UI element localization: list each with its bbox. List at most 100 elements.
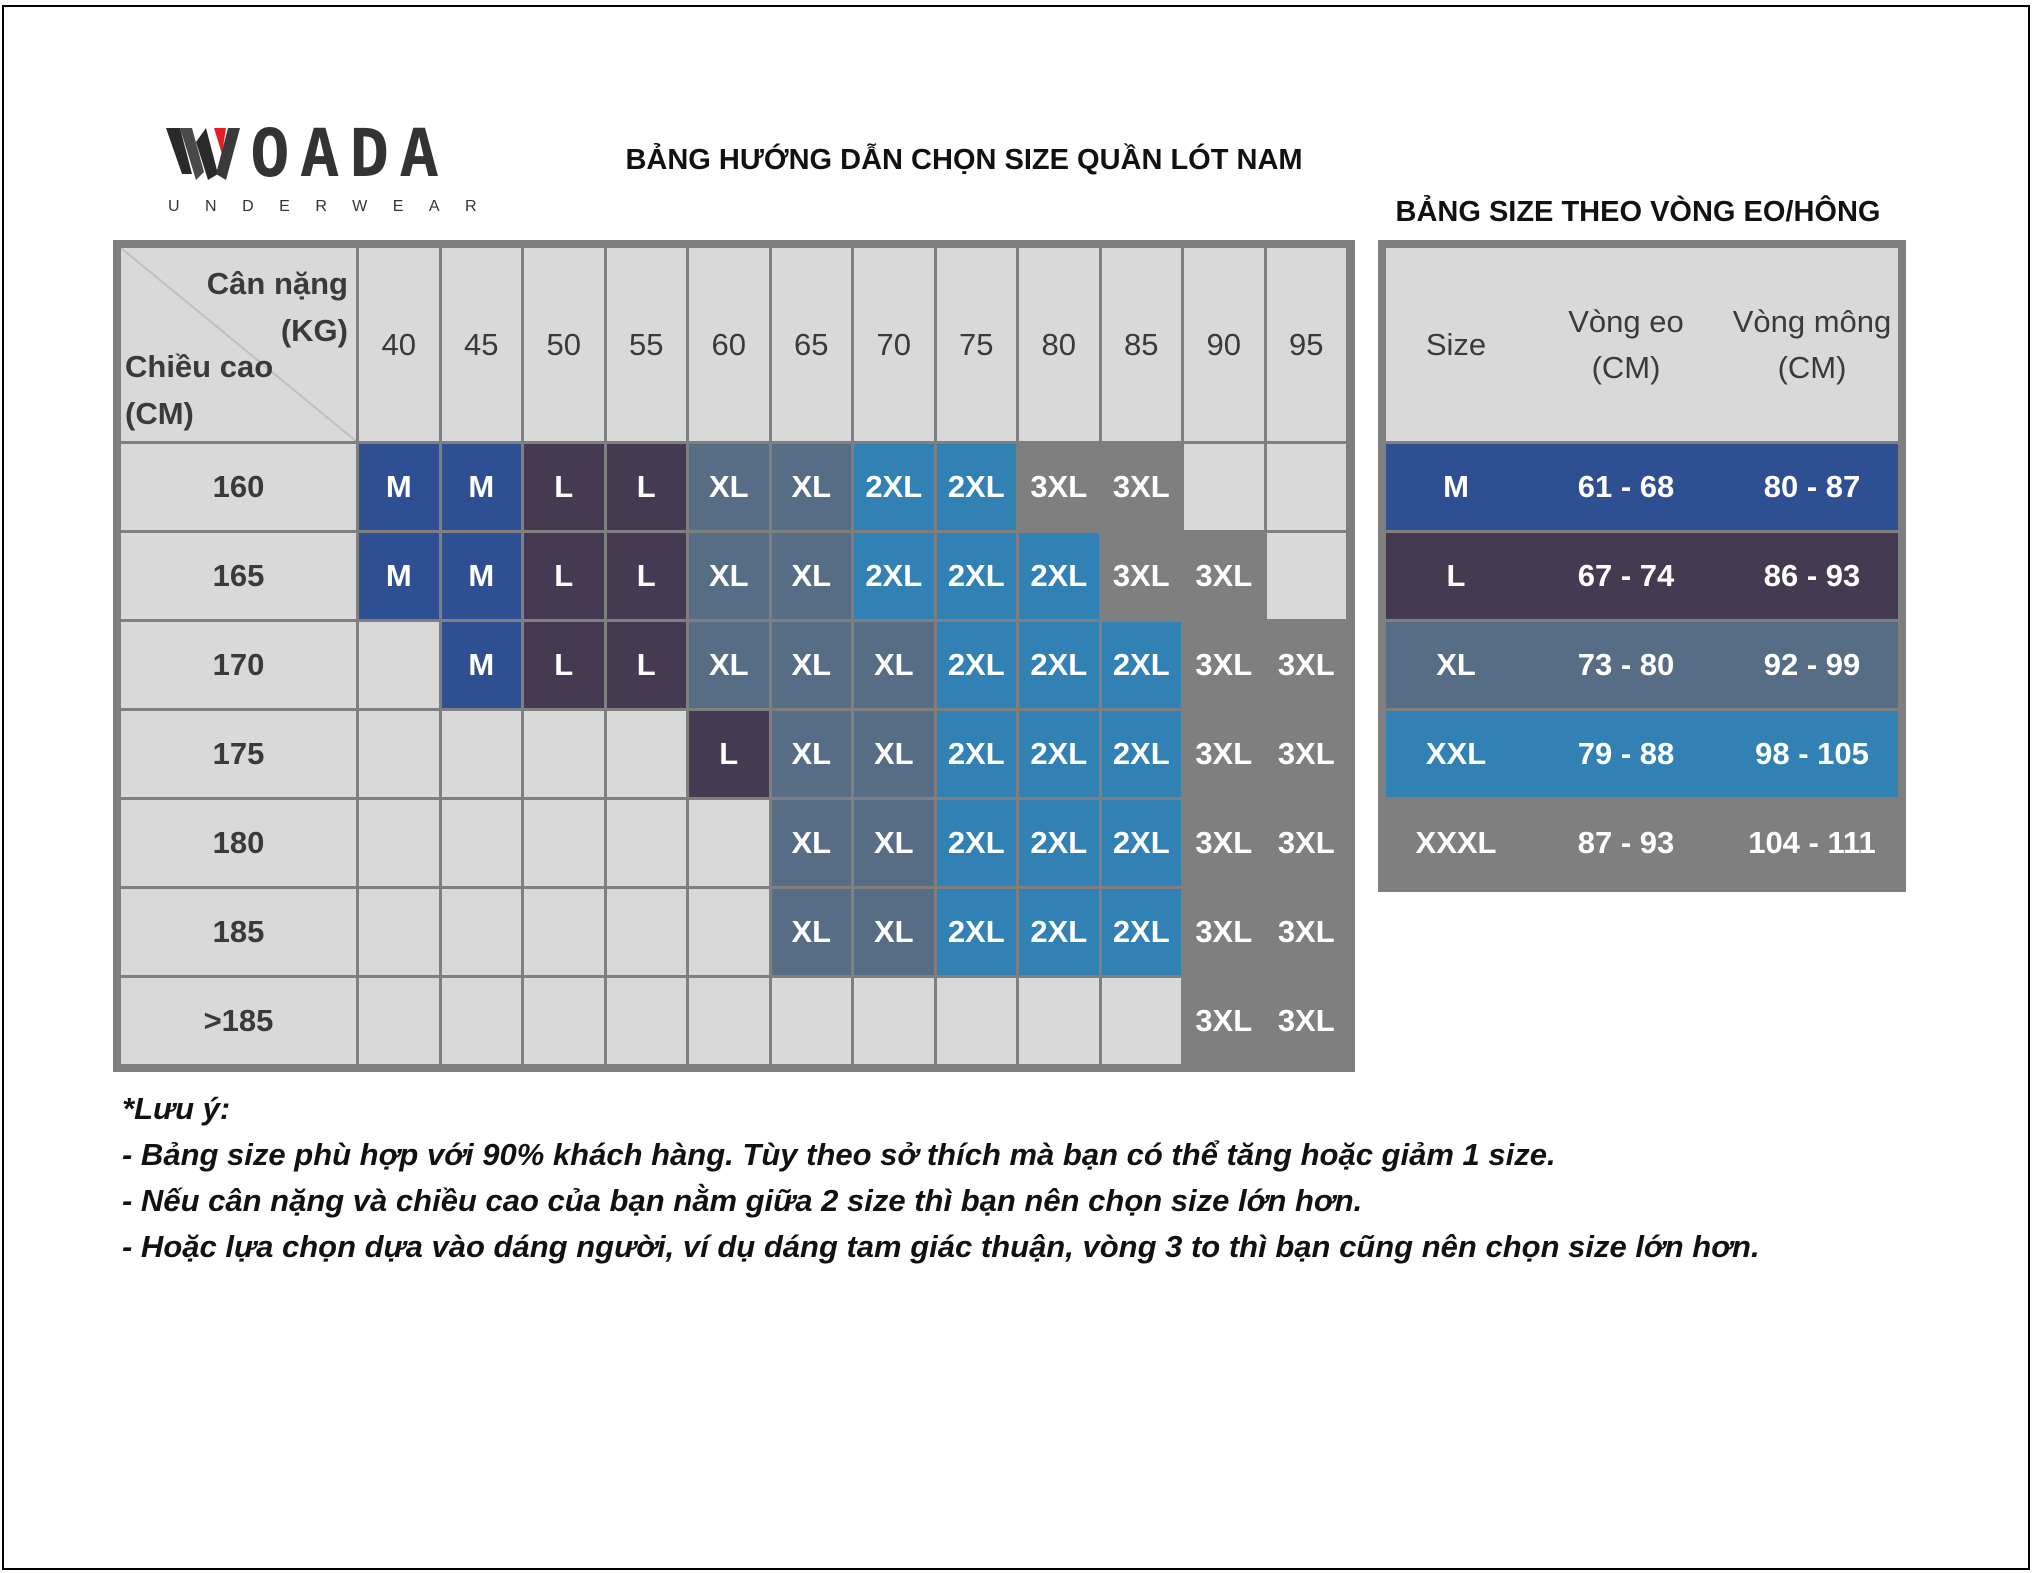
measure-size: XL xyxy=(1386,622,1526,708)
size-cell: 2XL xyxy=(854,444,934,530)
size-cell: 2XL xyxy=(1019,622,1099,708)
brand-name: OADA xyxy=(250,115,449,192)
size-cell: 2XL xyxy=(854,533,934,619)
size-cell: L xyxy=(524,533,604,619)
size-cell: M xyxy=(359,444,439,530)
brand-logo: OADA UNDERWEAR xyxy=(166,116,496,224)
height-label: 170 xyxy=(121,622,356,708)
empty-cell xyxy=(936,978,1016,1064)
weight-header: 75 xyxy=(936,248,1016,441)
measure-waist: 79 - 88 xyxy=(1526,711,1726,797)
empty-cell xyxy=(606,978,686,1064)
size-cell: 3XL xyxy=(1184,800,1264,886)
empty-cell xyxy=(771,978,851,1064)
empty-cell xyxy=(524,711,604,797)
size-cell: 3XL xyxy=(1184,533,1264,619)
size-cell: 2XL xyxy=(1019,533,1099,619)
size-cell: 2XL xyxy=(936,533,1016,619)
empty-cell xyxy=(689,978,769,1064)
size-cell: 3XL xyxy=(1019,444,1099,530)
size-cell: 3XL xyxy=(1266,800,1346,886)
measure-waist: 87 - 93 xyxy=(1526,800,1726,886)
size-cell: 3XL xyxy=(1266,622,1346,708)
size-cell: M xyxy=(441,533,521,619)
size-cell: XL xyxy=(854,889,934,975)
measure-hip: 92 - 99 xyxy=(1726,622,1898,708)
measure-header: Vòng eo (CM) xyxy=(1526,248,1726,441)
corner-header: Cân nặng (KG) Chiều cao (CM) xyxy=(121,248,356,441)
measure-waist: 61 - 68 xyxy=(1526,444,1726,530)
measure-header: Vòng mông (CM) xyxy=(1726,248,1898,441)
empty-cell xyxy=(1266,533,1346,619)
empty-cell xyxy=(524,800,604,886)
size-cell: 2XL xyxy=(936,800,1016,886)
measurement-table: Size Vòng eo (CM) Vòng mông (CM) M 61 - 68 80 -… xyxy=(1378,240,1906,892)
size-cell: 2XL xyxy=(1101,889,1181,975)
size-cell: 3XL xyxy=(1184,622,1264,708)
size-cell: 2XL xyxy=(936,444,1016,530)
size-cell: 2XL xyxy=(1019,800,1099,886)
size-cell: XL xyxy=(771,889,851,975)
size-chart-grid: Cân nặng (KG) Chiều cao (CM) 40 45 50 55 60 65 70 7… xyxy=(113,240,1355,1072)
note-line: - Nếu cân nặng và chiều cao của bạn nằm … xyxy=(122,1183,1363,1218)
measure-size: XXXL xyxy=(1386,800,1526,886)
weight-header: 50 xyxy=(524,248,604,441)
size-cell: 2XL xyxy=(1019,711,1099,797)
height-axis-label: Chiều cao (CM) xyxy=(125,349,274,431)
size-cell: L xyxy=(524,444,604,530)
measure-header: Size xyxy=(1386,248,1526,441)
size-cell: 2XL xyxy=(1101,711,1181,797)
measure-size: XXL xyxy=(1386,711,1526,797)
height-label: 180 xyxy=(121,800,356,886)
weight-header: 60 xyxy=(689,248,769,441)
size-cell: 3XL xyxy=(1266,889,1346,975)
size-cell: L xyxy=(689,711,769,797)
height-label: >185 xyxy=(121,978,356,1064)
weight-header: 45 xyxy=(441,248,521,441)
size-cell: 2XL xyxy=(1019,889,1099,975)
note-line: - Hoặc lựa chọn dựa vào dáng người, ví d… xyxy=(122,1229,1760,1264)
size-cell: 2XL xyxy=(1101,622,1181,708)
size-cell: 3XL xyxy=(1266,711,1346,797)
empty-cell xyxy=(1019,978,1099,1064)
size-cell: XL xyxy=(689,622,769,708)
size-cell: XL xyxy=(689,444,769,530)
weight-header: 90 xyxy=(1184,248,1264,441)
logo-w-mark xyxy=(166,128,240,180)
empty-cell xyxy=(606,889,686,975)
brand-tagline: UNDERWEAR xyxy=(168,198,503,215)
side-table-title: BẢNG SIZE THEO VÒNG EO/HÔNG xyxy=(1395,196,1881,228)
measure-hip: 80 - 87 xyxy=(1726,444,1898,530)
size-cell: 2XL xyxy=(1101,800,1181,886)
size-cell: XL xyxy=(689,533,769,619)
page-frame xyxy=(2,5,2030,1570)
size-cell: XL xyxy=(771,711,851,797)
height-label: 175 xyxy=(121,711,356,797)
size-cell: 3XL xyxy=(1266,978,1346,1064)
empty-cell xyxy=(606,800,686,886)
size-cell: XL xyxy=(771,533,851,619)
size-cell: 3XL xyxy=(1101,533,1181,619)
empty-cell xyxy=(441,889,521,975)
size-cell: L xyxy=(606,533,686,619)
size-cell: XL xyxy=(854,711,934,797)
measure-hip: 98 - 105 xyxy=(1726,711,1898,797)
size-cell: L xyxy=(524,622,604,708)
empty-cell xyxy=(524,978,604,1064)
empty-cell xyxy=(689,889,769,975)
weight-header: 40 xyxy=(359,248,439,441)
notes-heading: *Lưu ý: xyxy=(122,1091,231,1126)
empty-cell xyxy=(689,800,769,886)
size-cell: 2XL xyxy=(936,889,1016,975)
empty-cell xyxy=(441,800,521,886)
empty-cell xyxy=(854,978,934,1064)
measure-size: M xyxy=(1386,444,1526,530)
empty-cell xyxy=(359,889,439,975)
size-cell: 3XL xyxy=(1184,889,1264,975)
weight-header: 95 xyxy=(1266,248,1346,441)
empty-cell xyxy=(1266,444,1346,530)
size-cell: M xyxy=(441,622,521,708)
empty-cell xyxy=(359,978,439,1064)
note-line: - Bảng size phù hợp với 90% khách hàng. … xyxy=(122,1137,1556,1172)
size-cell: XL xyxy=(771,622,851,708)
